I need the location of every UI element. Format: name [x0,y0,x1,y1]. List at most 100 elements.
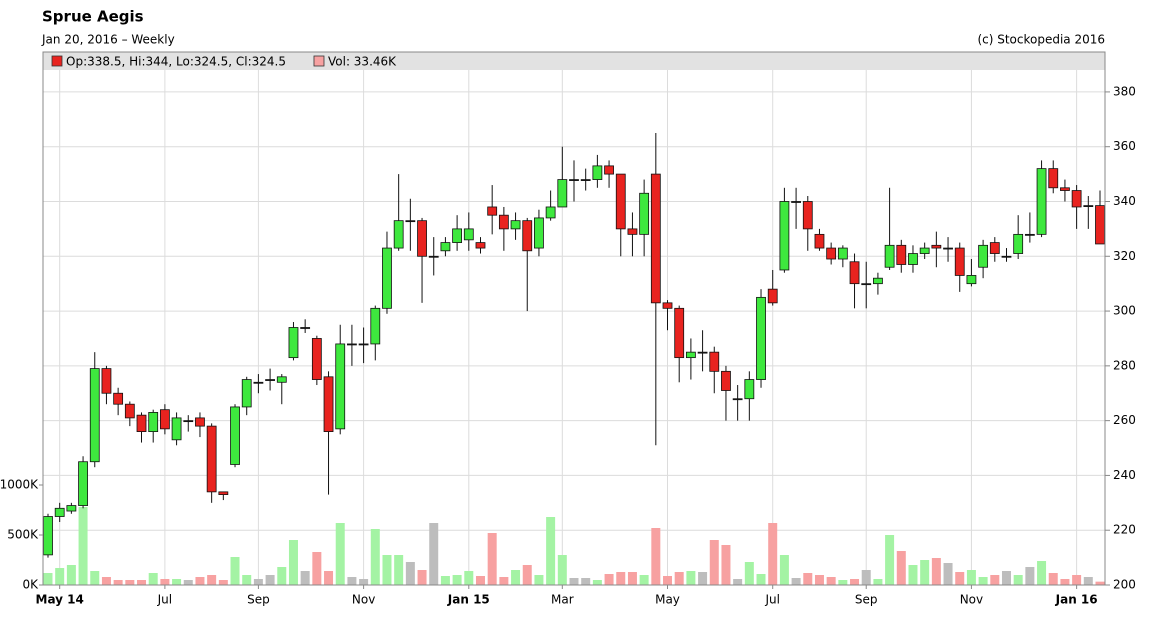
candle-body [148,412,159,432]
candle-body [66,505,77,512]
volume-bar [253,579,263,585]
candle-body [195,417,205,427]
candle-body [347,343,357,346]
candle-body [580,179,591,181]
candle-body [311,338,322,380]
candle-body [405,220,416,223]
candle-body [814,233,825,249]
y-tick-label: 240 [1113,468,1136,482]
x-tick-label: Mar [551,593,574,607]
candle-body [662,302,673,309]
y-tick-label: 200 [1113,578,1136,592]
x-tick-label: Sep [855,593,878,607]
volume-bar [277,567,287,585]
volume-bar [744,562,754,585]
volume-bar [1072,575,1082,585]
volume-bar [148,573,158,585]
candle-body [89,368,100,463]
candle-body [358,343,369,346]
candle-body [791,201,801,203]
volume-bar [230,557,240,585]
candle-body [919,247,930,254]
volume-bar [592,580,602,585]
candle-body [452,228,463,243]
candle-body [989,242,1000,254]
volume-bar [66,565,76,585]
x-tick-label: Jan 16 [1055,593,1098,607]
volume-bar [698,572,708,585]
volume-bar [137,580,147,585]
candle-body [756,296,766,380]
candle-body [873,277,883,285]
candle-body [545,206,556,219]
y2-tick-label: 0K [22,578,39,592]
candle-body [440,242,451,252]
volume-bar [417,570,427,585]
volume-bar [616,572,626,585]
candle-body [124,403,135,419]
candle-body [510,220,521,230]
volume-bar [791,578,801,585]
candle-body [697,351,708,354]
candle-body [136,414,147,432]
volume-bar [569,578,579,585]
candle-body [674,307,685,359]
volume-bar [861,570,871,585]
volume-bar [113,580,123,585]
legend-swatch [51,55,63,67]
candle-body [218,491,229,496]
volume-bar [43,573,53,585]
volume-bar [1037,561,1047,585]
candle-body [253,381,264,384]
volume-bar [475,576,485,585]
candle-body [335,343,346,430]
volume-bar [1013,575,1023,585]
candle-body [370,307,381,345]
volume-bar [125,580,135,585]
candle-body [171,417,182,441]
volume-bar [709,540,719,585]
candle-body [685,351,696,359]
volume-bar [90,571,100,585]
volume-bar [604,574,614,585]
candle-body [943,247,953,250]
candle-body [323,376,334,432]
volume-bar [686,571,696,585]
volume-bar [581,578,591,585]
volume-bar [1048,573,1058,585]
volume-bar [207,575,217,585]
candle-body [966,275,977,285]
volume-bar [405,562,415,585]
candle-body [463,228,474,241]
y2-tick-label: 500K [7,528,39,542]
chart-title: Sprue Aegis [42,8,144,26]
x-tick-label: Jul [157,593,172,607]
volume-bar [429,523,439,585]
volume-bar [943,563,953,585]
volume-bar [978,577,988,585]
volume-bar [920,560,930,585]
candle-body [732,398,743,401]
y2-tick-label: 1000K [0,478,39,492]
volume-bar [990,575,1000,585]
y-tick-label: 260 [1113,413,1136,427]
volume-bar [873,579,883,585]
plot-frame [42,51,1106,586]
candle-body [230,406,240,465]
candle-body [767,288,778,304]
candle-body [1095,205,1105,245]
volume-bar [674,572,684,585]
candle-body [639,192,650,235]
candle-body [884,244,895,268]
volume-bar [1060,579,1070,585]
volume-bar [183,580,193,585]
volume-bar [195,577,205,585]
volume-bar [966,570,976,585]
candle-body [861,283,872,286]
volume-bar [534,575,544,585]
volume-bar [242,575,252,585]
volume-bar [78,507,88,585]
candle-body [1048,168,1059,189]
candle-body [721,370,731,391]
